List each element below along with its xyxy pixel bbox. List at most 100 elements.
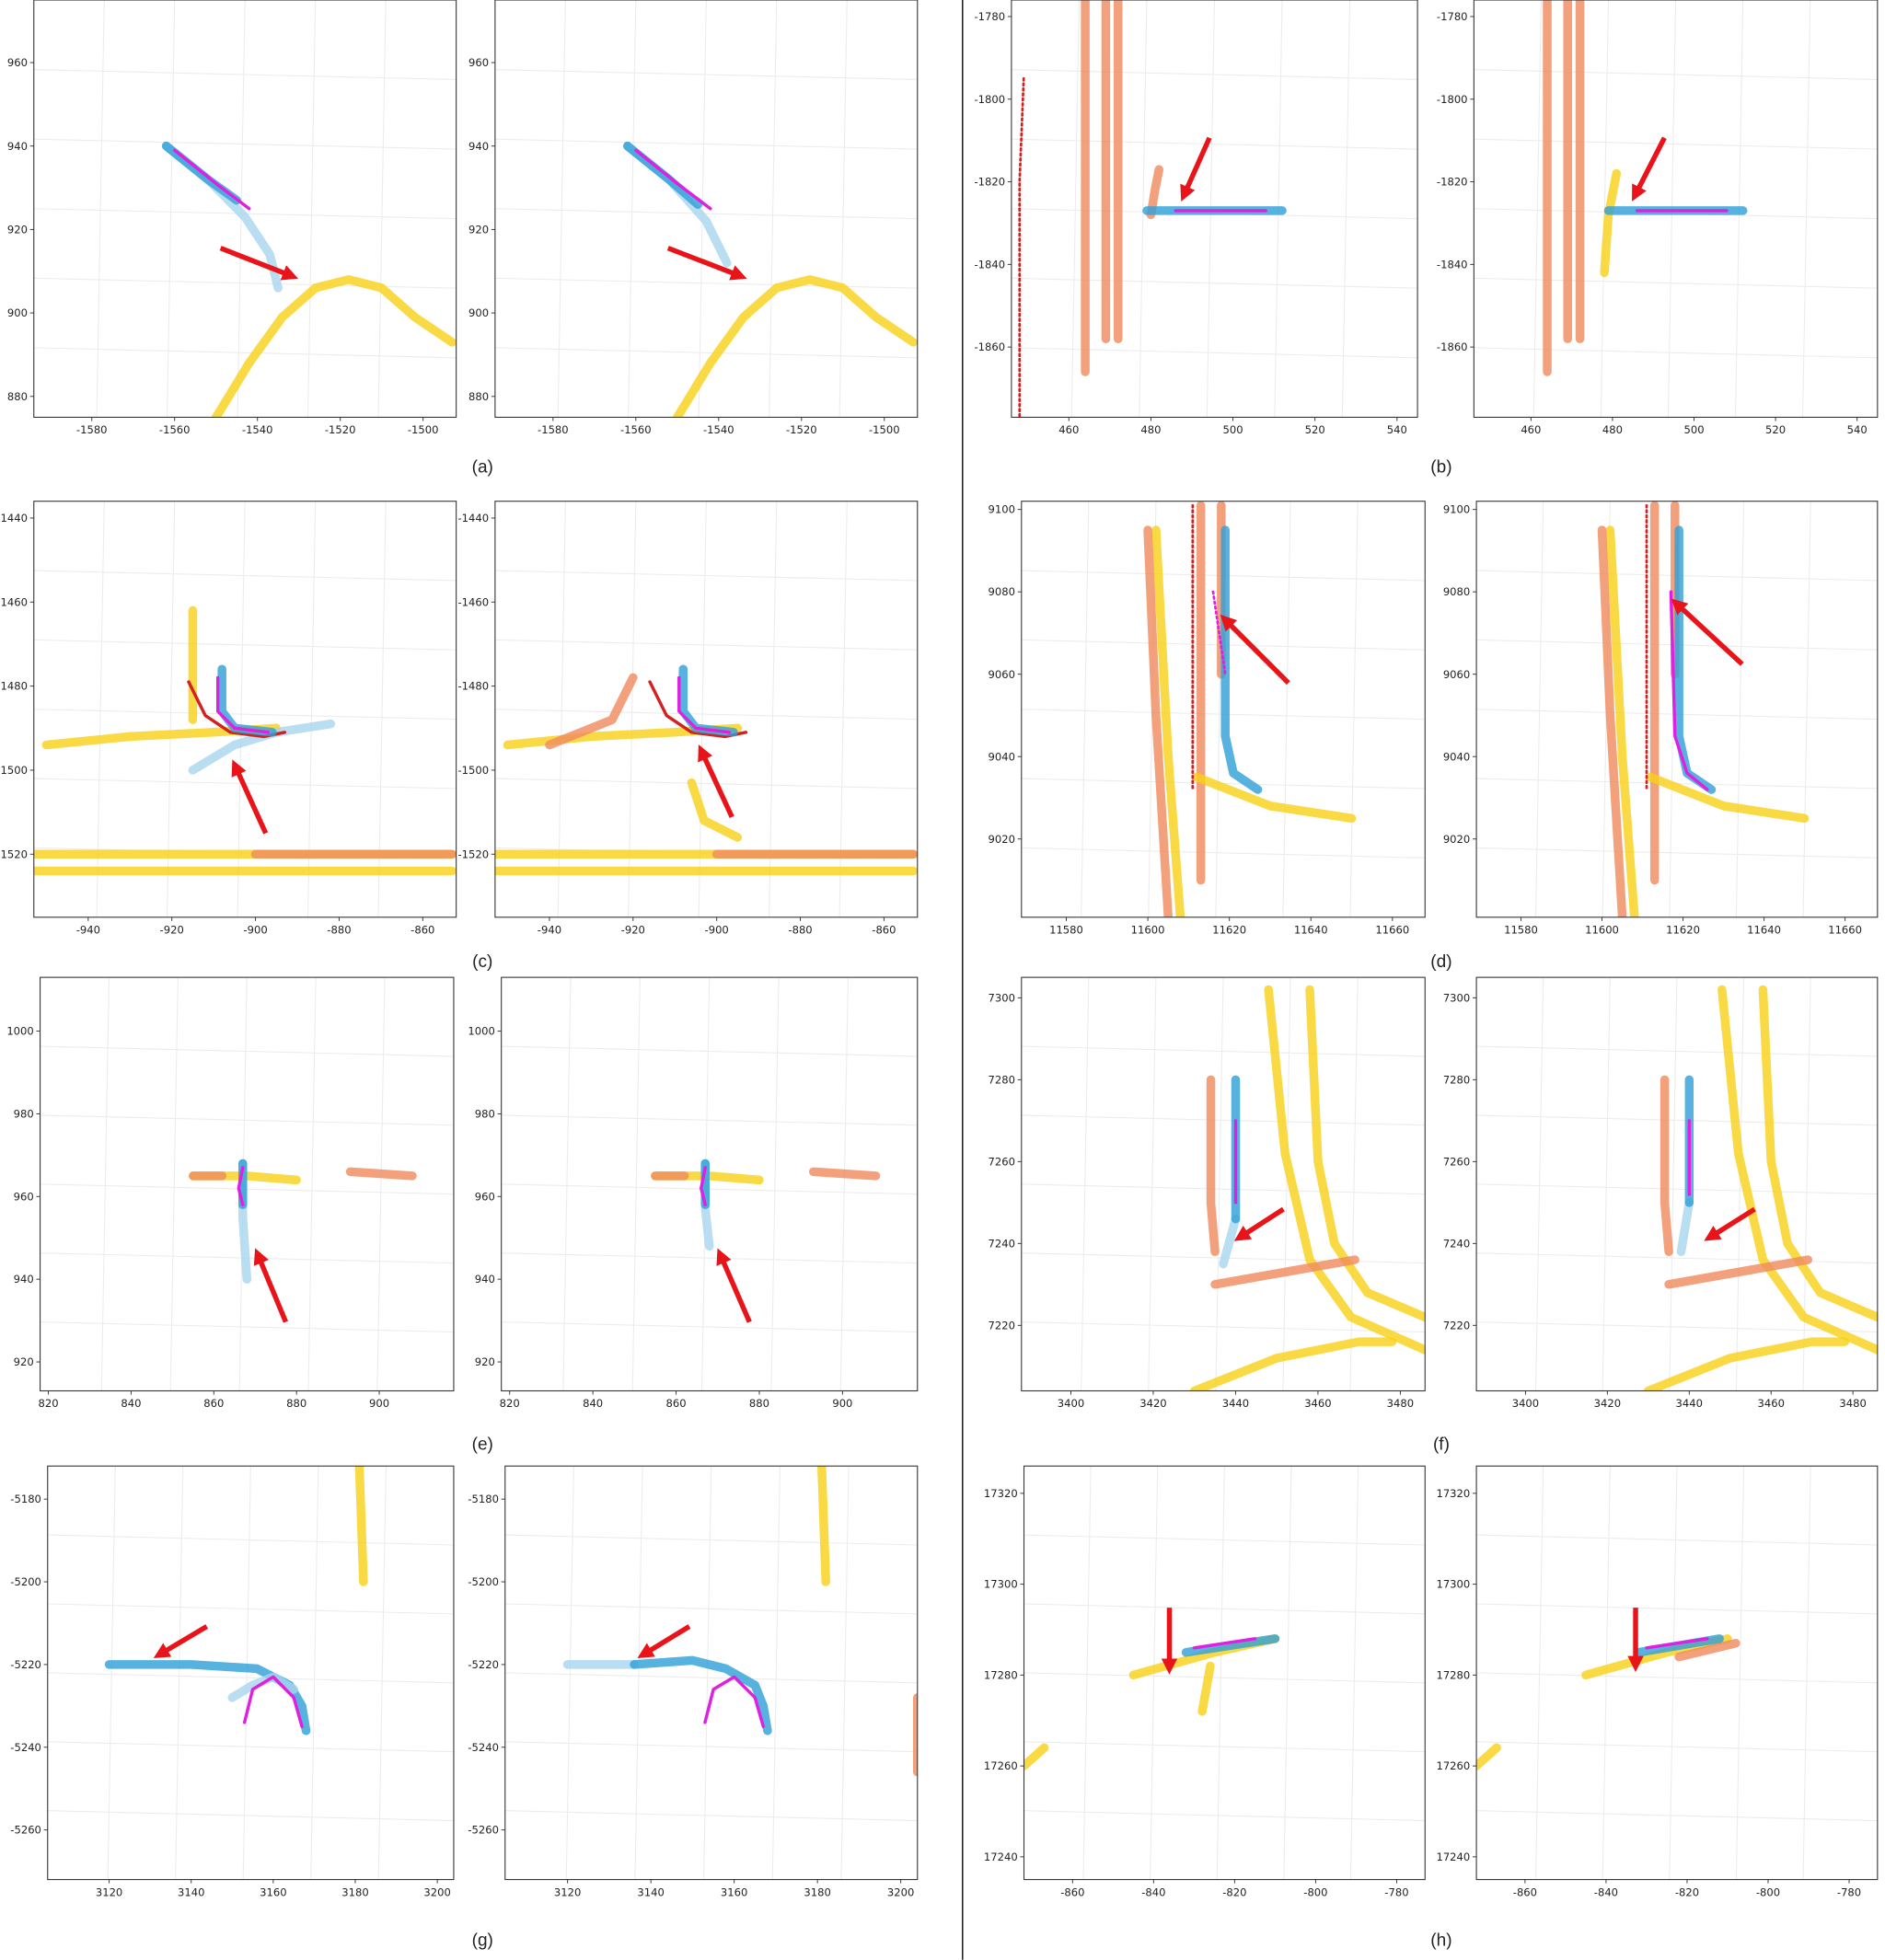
caption: (b) [1430,457,1451,477]
plot-area [1476,1466,1878,1880]
trajectory [808,1167,881,1181]
map-lane [494,709,918,721]
map-lane [1011,277,1418,289]
trajectory [211,275,457,418]
map-lane [100,977,110,1391]
plot-frame [1021,976,1426,1392]
caption: (a) [472,457,493,477]
map-lane [1532,0,1542,418]
y-tick-label: 7240 [989,1237,1015,1250]
trajectory [1192,1637,1257,1650]
y-tick-label: 900 [468,306,489,319]
y-tick-label: -1780 [974,10,1005,23]
map-lane [1802,0,1811,418]
x-tick-label: 3400 [1058,1397,1084,1410]
map-lane [1534,501,1544,917]
plot-frame [1023,1465,1426,1881]
x-tick-label: -840 [1594,1885,1618,1898]
x-tick-label: 900 [832,1397,852,1410]
plot-area [501,977,918,1391]
trajectory [1676,1198,1694,1256]
x-tick-label: -1580 [538,423,569,436]
y-tick-label: -1520 [0,847,28,860]
map-lane [1735,501,1745,917]
plot-area [1011,0,1418,418]
map-lane [377,501,387,917]
map-lane [1215,977,1224,1391]
y-tick-label: -1840 [1437,258,1468,271]
trajectory [1717,985,1878,1355]
plot-frame [1021,501,1426,918]
map-lane [1021,1114,1426,1126]
annotation-arrow [1220,614,1290,686]
panel: -1580 -1560 -1540 -1520 -1500 880 900 920 940 960 [468,0,919,436]
caption: (c) [472,952,492,972]
y-tick-label: 960 [475,1190,495,1203]
map-lane [838,0,848,418]
y-tick-label: 1000 [468,1025,494,1038]
panel: 460 480 500 520 540 -1860 -1840 -1820 -1800 -1780 [1437,0,1879,436]
y-tick-label: 7280 [989,1073,1015,1086]
panel: 11580 11600 11620 11640 11660 9020 9040 9060 908… [989,501,1426,936]
y-tick-label: 9080 [1443,585,1470,598]
plot-area [504,1466,918,1880]
map-lane [307,977,317,1391]
plot-area [1023,1466,1426,1880]
map-lane [494,778,918,790]
plot-area [33,501,457,917]
map-lane [1802,1466,1811,1880]
y-tick-label: -5260 [468,1824,499,1837]
y-tick-label: -1520 [457,847,489,860]
map-lane [494,69,918,81]
y-tick-label: 9100 [989,503,1015,516]
x-tick-label: 11660 [1375,923,1409,936]
y-tick-label: 7260 [989,1155,1015,1168]
map-lane [1476,1603,1878,1615]
x-tick-label: -900 [705,923,729,936]
annotation-arrow [1632,136,1667,202]
x-tick-label: 3440 [1676,1397,1703,1410]
y-tick-label: 9020 [989,833,1015,846]
map-lane [1349,501,1359,917]
plot-area [1474,0,1878,418]
plot-frame [1473,0,1879,419]
map-lane [504,1603,918,1615]
map-lane [376,977,386,1391]
y-tick-label: -5220 [468,1658,499,1671]
map-lane [1474,69,1878,81]
y-tick-label: 900 [7,306,28,319]
y-tick-label: -1500 [0,764,28,777]
map-lane [1534,977,1544,1391]
x-tick-label: 11600 [1131,923,1165,936]
x-tick-label: 3420 [1594,1397,1621,1410]
trajectory [1644,1337,1850,1391]
annotation-arrow [253,1248,288,1323]
panel: -860 -840 -820 -800 -780 17240 17260 17280 17300… [984,1465,1426,1898]
x-tick-label: -780 [1837,1885,1861,1898]
x-tick-label: 11600 [1585,923,1619,936]
y-tick-label: 17300 [984,1578,1018,1591]
trajectory [1674,525,1717,794]
map-lane [628,501,637,917]
y-tick-label: 940 [14,1273,34,1286]
y-tick-label: 940 [468,140,489,153]
x-tick-label: -920 [621,923,645,936]
y-tick-label: 920 [7,223,28,236]
x-tick-label: 3160 [260,1885,286,1898]
x-tick-label: 820 [500,1397,520,1410]
map-lane [1802,977,1811,1391]
map-lane [33,570,457,582]
y-tick-label: 960 [7,56,28,69]
x-tick-label: 3140 [178,1885,204,1898]
map-lane [494,347,918,359]
y-tick-label: 17320 [1436,1487,1470,1500]
trajectory [1634,1634,1724,1657]
map-lane [501,1321,918,1333]
panel: -1580 -1560 -1540 -1520 -1500 880 900 920 940 960 [7,0,457,436]
trajectory [1597,525,1627,917]
map-lane [33,639,457,651]
x-tick-label: 11660 [1828,923,1862,936]
x-tick-label: -940 [76,923,100,936]
y-tick-label: 17240 [1436,1850,1470,1863]
panel: 820 840 860 880 900 920 940 960 980 1000 [468,976,919,1410]
